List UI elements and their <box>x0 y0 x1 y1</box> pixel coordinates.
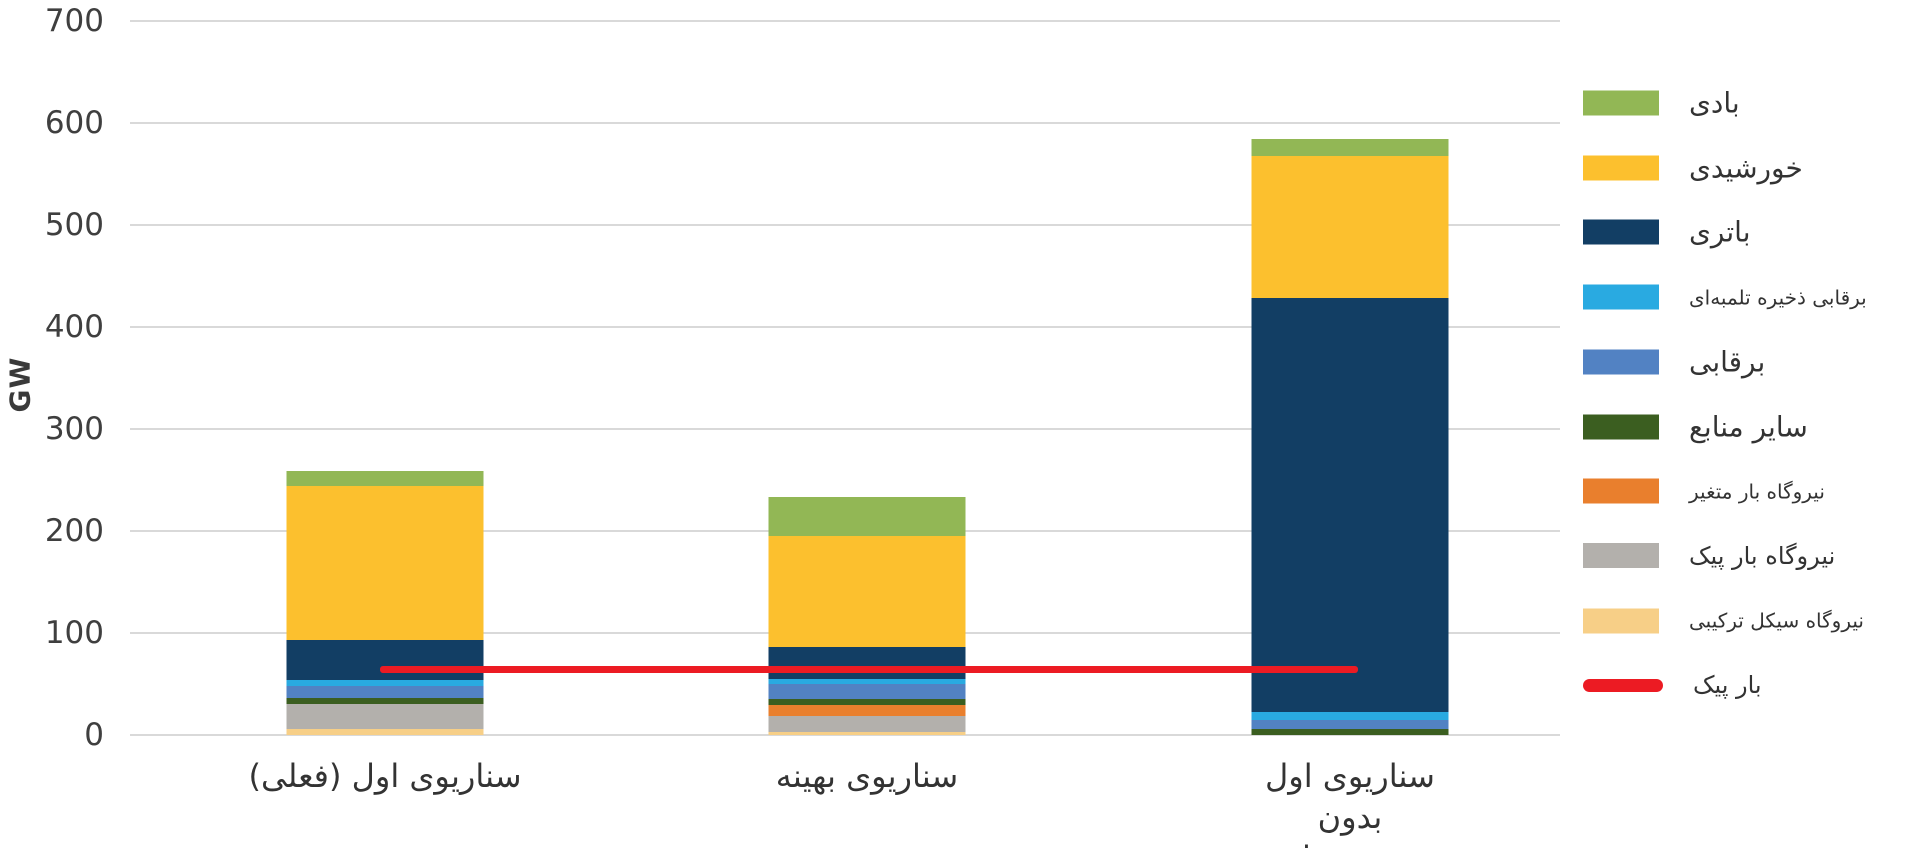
x-tick-label: سناریوی اول بدون سوخت‌های فسیلی <box>1265 757 1435 848</box>
y-axis-tick-labels: 0 100 200 300 400 500 600 700 <box>0 3 104 753</box>
bar-segment-3 <box>1251 155 1449 299</box>
legend-row: سایر منابع <box>1583 410 1808 443</box>
y-tick-label: 700 <box>44 3 104 39</box>
bar-segment-3 <box>1251 139 1449 156</box>
legend-label: باتری <box>1689 215 1751 249</box>
y-tick-label: 300 <box>44 411 104 447</box>
legend-row: خورشیدی <box>1583 151 1803 184</box>
x-tick-label: سناریوی اول (فعلی) <box>248 757 522 795</box>
bar-segment-1 <box>286 679 484 687</box>
gridline <box>130 428 1560 430</box>
legend-label: بادی <box>1689 86 1740 120</box>
bar-segment-1 <box>286 686 484 699</box>
bar <box>286 470 484 735</box>
y-tick-label: 500 <box>44 207 104 243</box>
bar-segment-3 <box>1251 719 1449 729</box>
bar-segment-2 <box>768 684 966 700</box>
x-tick-label: سناریوی بهینه <box>775 757 959 795</box>
bar-segment-2 <box>768 715 966 732</box>
bar-segment-1 <box>286 728 484 735</box>
y-tick-label: 0 <box>84 717 104 753</box>
gridline <box>130 734 1560 736</box>
bar-segment-2 <box>768 647 966 679</box>
gridline <box>130 224 1560 226</box>
legend-line-swatch <box>1583 678 1663 692</box>
bar-segment-2 <box>768 705 966 716</box>
legend-color-swatch <box>1583 219 1659 245</box>
gridline <box>130 20 1560 22</box>
bar-segment-2 <box>768 497 966 537</box>
y-tick-label: 200 <box>44 513 104 549</box>
legend-label: نیروگاه بار پیک <box>1689 541 1836 570</box>
legend-label: نیروگاه سیکل ترکیبی <box>1689 608 1864 633</box>
legend-color-swatch <box>1583 349 1659 375</box>
legend-row: برقابی ذخیره تلمبه‌ای <box>1583 284 1867 310</box>
legend-row: نیروگاه سیکل ترکیبی <box>1583 608 1864 634</box>
legend-label: بار پیک <box>1693 671 1762 700</box>
legend-color-swatch <box>1583 543 1659 569</box>
bar <box>1251 139 1449 735</box>
bar-segment-1 <box>286 698 484 705</box>
bar <box>768 497 966 735</box>
peak-load-line <box>380 665 1358 673</box>
legend-row: باتری <box>1583 216 1750 249</box>
legend-color-swatch <box>1583 608 1659 634</box>
legend-color-swatch <box>1583 414 1659 439</box>
gridline <box>130 122 1560 124</box>
gridline <box>130 326 1560 328</box>
legend-row: نیروگاه بار پیک <box>1583 542 1835 570</box>
bar-segment-2 <box>768 536 966 648</box>
y-tick-label: 600 <box>44 105 104 141</box>
bar-segment-1 <box>286 486 484 641</box>
legend-label: سایر منابع <box>1689 410 1808 443</box>
bar-segment-2 <box>768 699 966 706</box>
y-tick-label: 400 <box>44 309 104 345</box>
legend-color-swatch <box>1583 90 1659 116</box>
legend-row: بادی <box>1583 87 1740 120</box>
legend-color-swatch <box>1583 284 1659 310</box>
legend-row: نیروگاه بار متغیر <box>1583 478 1825 504</box>
bar-segment-1 <box>286 640 484 680</box>
legend-label: برقابی ذخیره تلمبه‌ای <box>1689 285 1867 310</box>
legend-row: بار پیک <box>1583 671 1762 699</box>
plot-area <box>130 20 1560 736</box>
bar-segment-3 <box>1251 298 1449 712</box>
bar-segment-1 <box>286 470 484 487</box>
bar-segment-3 <box>1251 711 1449 720</box>
legend-row: برقابی <box>1583 345 1765 378</box>
y-tick-label: 100 <box>44 615 104 651</box>
legend-label: برقابی <box>1689 345 1766 379</box>
legend-label: خورشیدی <box>1689 151 1803 185</box>
bar-segment-2 <box>768 731 966 735</box>
legend-label: نیروگاه بار متغیر <box>1689 479 1825 504</box>
legend-color-swatch <box>1583 155 1659 181</box>
legend: بادی خورشیدی باتری برقابی ذخیره تلمبه‌ای برق… <box>1583 0 1920 848</box>
legend-color-swatch <box>1583 478 1659 504</box>
bar-segment-2 <box>768 678 966 685</box>
bar-segment-3 <box>1251 728 1449 735</box>
bar-segment-1 <box>286 704 484 729</box>
